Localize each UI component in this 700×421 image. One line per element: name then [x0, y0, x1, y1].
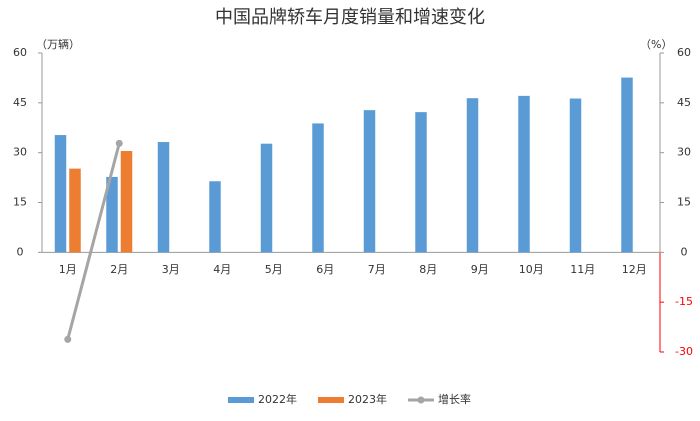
bar [120, 151, 133, 253]
x-tick-label: 4月 [213, 263, 231, 276]
bar [363, 110, 376, 253]
line-marker [115, 139, 123, 147]
bar [312, 123, 324, 253]
y2-tick-label: 15 [677, 196, 691, 209]
bar [621, 77, 633, 253]
line-marker [64, 335, 72, 343]
bar [157, 142, 170, 253]
bar [54, 135, 67, 253]
x-tick-label: 2月 [110, 263, 128, 276]
y2-unit: （%） [640, 38, 672, 51]
y2-tick-label: 60 [677, 46, 691, 59]
x-tick-label: 9月 [471, 263, 489, 276]
bar [209, 181, 221, 253]
y-tick-label: 0 [17, 245, 24, 258]
x-tick-label: 5月 [265, 263, 283, 276]
y2-tick-label: -15 [675, 295, 693, 308]
chart-title: 中国品牌轿车月度销量和增速变化 [215, 7, 485, 28]
y2-tick-label: 0 [681, 245, 688, 258]
legend-label: 2023年 [348, 392, 387, 406]
x-tick-label: 12月 [622, 263, 647, 276]
x-tick-label: 10月 [519, 263, 544, 276]
x-tick-label: 6月 [316, 263, 334, 276]
legend-swatch [228, 397, 254, 403]
y2-tick-label: 45 [677, 96, 691, 109]
bar [518, 95, 530, 253]
bar [569, 98, 582, 253]
x-tick-label: 1月 [59, 263, 77, 276]
bar [466, 98, 479, 253]
y-tick-label: 60 [13, 46, 27, 59]
bar [415, 112, 427, 253]
legend-swatch [417, 396, 425, 404]
bar [260, 143, 273, 253]
x-tick-label: 11月 [570, 263, 595, 276]
y2-tick-label: 30 [677, 146, 691, 159]
x-tick-label: 7月 [368, 263, 386, 276]
y-unit: （万辆） [36, 37, 80, 51]
bar [106, 176, 118, 253]
y2-tick-label: -30 [675, 345, 693, 358]
legend-label: 2022年 [258, 392, 297, 406]
legend-label: 增长率 [438, 392, 471, 406]
x-tick-label: 3月 [162, 263, 180, 276]
y-tick-label: 45 [13, 96, 27, 109]
y-tick-label: 30 [13, 146, 27, 159]
line [66, 142, 121, 340]
bar [69, 168, 81, 253]
x-tick-label: 8月 [419, 263, 437, 276]
legend-swatch [318, 397, 344, 403]
y-tick-label: 15 [13, 196, 27, 209]
